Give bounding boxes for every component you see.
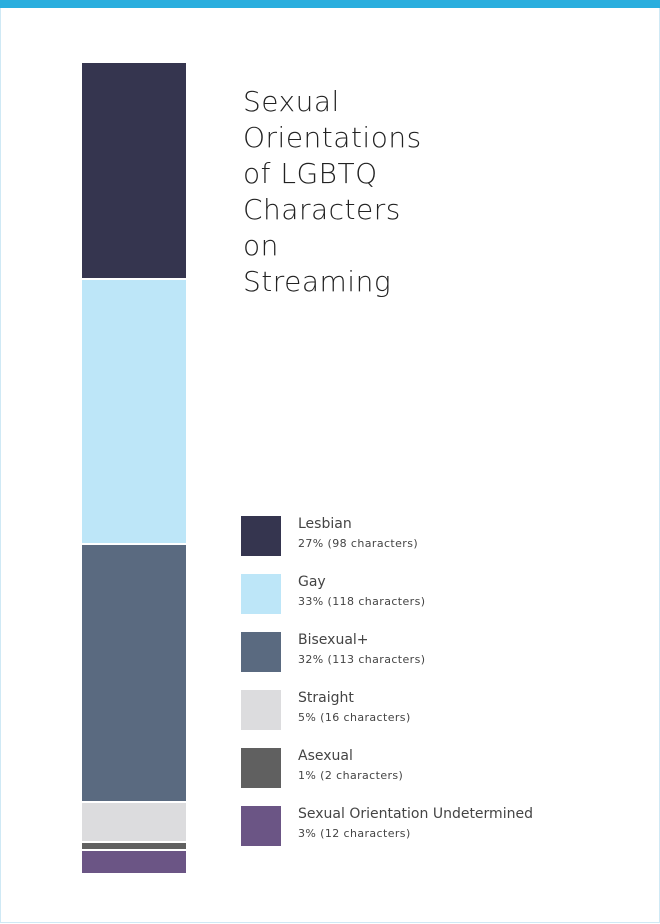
value-label: 5% (16 characters) bbox=[298, 711, 411, 724]
bar-segment bbox=[82, 545, 186, 801]
legend-swatch bbox=[241, 748, 281, 788]
legend-label: Gay bbox=[298, 574, 326, 590]
value-label: 1% (2 characters) bbox=[298, 769, 404, 782]
bar-segment bbox=[82, 63, 186, 279]
bar-segment bbox=[82, 802, 186, 841]
legend-label: Bisexual+ bbox=[298, 632, 369, 648]
legend-label: Lesbian bbox=[298, 516, 352, 532]
legend-swatch bbox=[241, 516, 281, 556]
legend-swatch bbox=[241, 574, 281, 614]
top-bar bbox=[0, 0, 660, 8]
bar-segment bbox=[82, 842, 186, 849]
legend-label: Sexual Orientation Undetermined bbox=[298, 806, 533, 822]
bar-segment bbox=[82, 280, 186, 544]
value-label: 33% (118 characters) bbox=[298, 595, 426, 608]
value-label: 3% (12 characters) bbox=[298, 827, 411, 840]
legend-swatch bbox=[241, 632, 281, 672]
legend-label: Straight bbox=[298, 690, 354, 706]
stacked-bar bbox=[82, 63, 186, 875]
value-label: 32% (113 characters) bbox=[298, 653, 426, 666]
bar-segment bbox=[82, 850, 186, 873]
legend-label: Asexual bbox=[298, 748, 353, 764]
legend-swatch bbox=[241, 690, 281, 730]
value-label: 27% (98 characters) bbox=[298, 537, 419, 550]
chart-title: Sexual Orientations of LGBTQ Characters … bbox=[243, 85, 422, 298]
legend-swatch bbox=[241, 806, 281, 846]
